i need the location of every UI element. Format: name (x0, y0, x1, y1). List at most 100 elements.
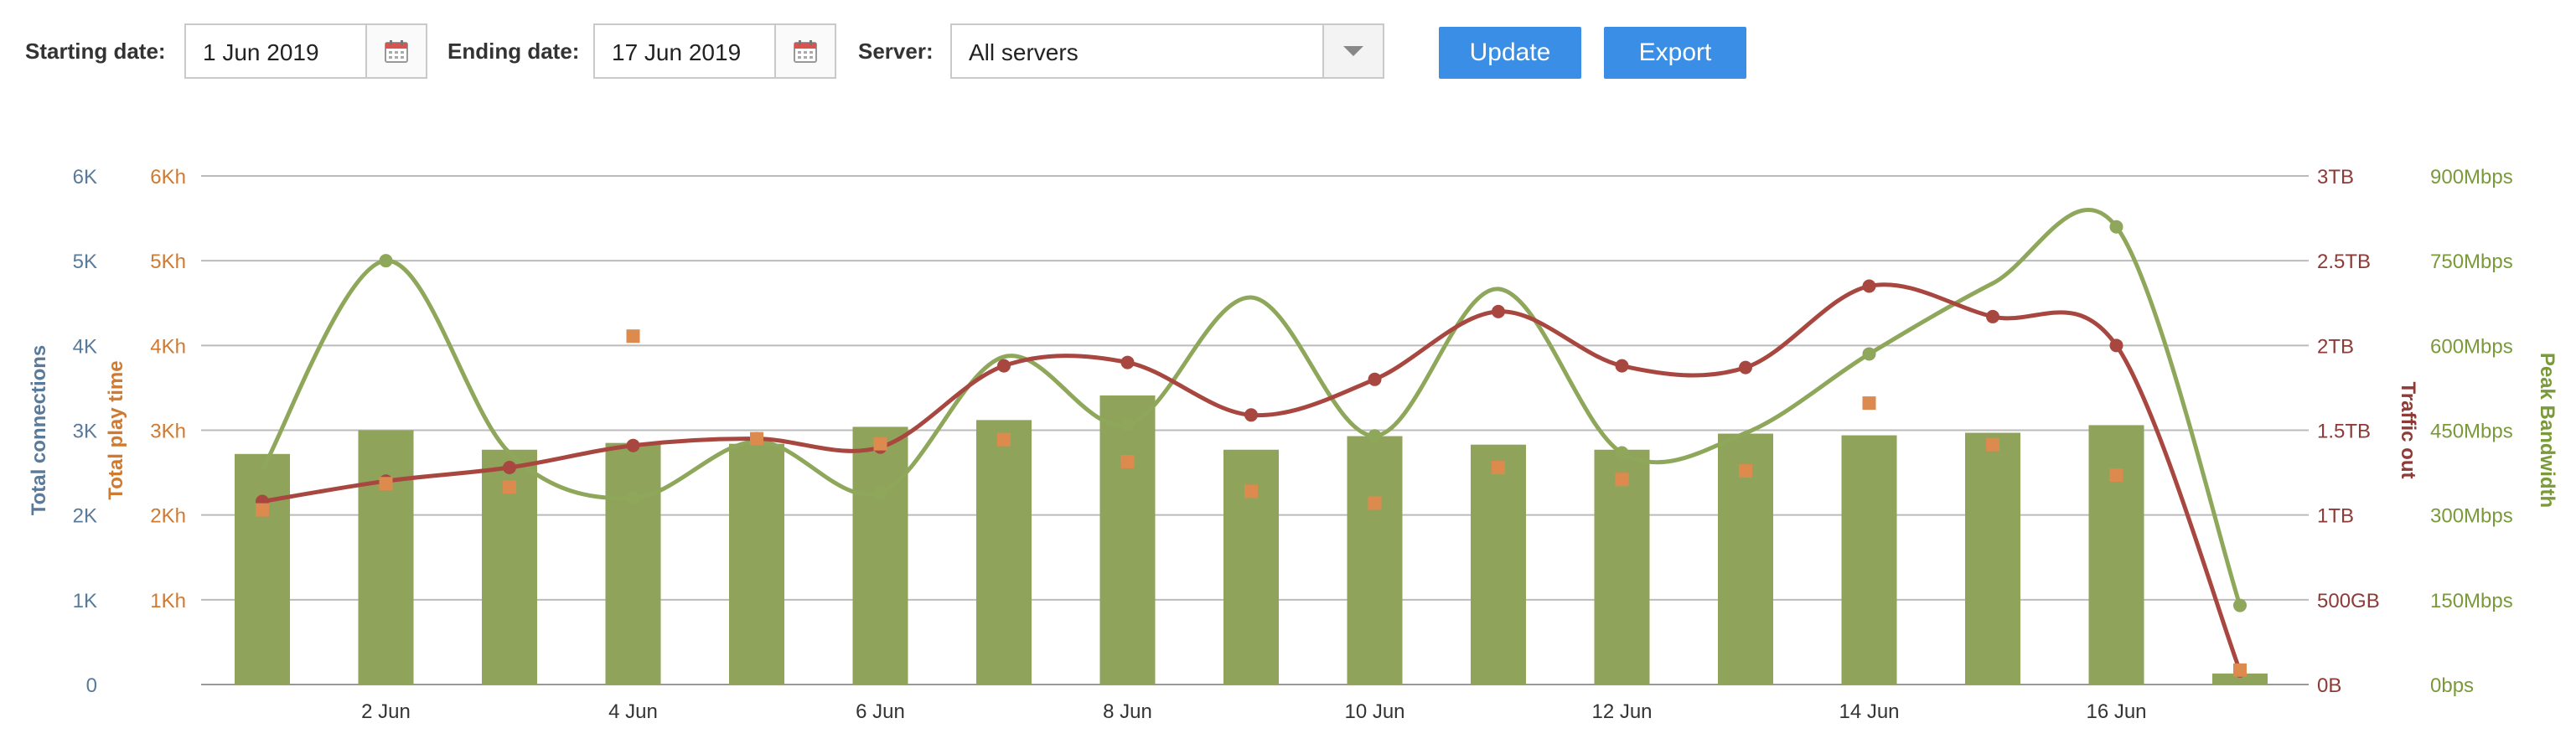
bandwidth-point (1368, 429, 1382, 443)
calendar-icon[interactable] (774, 25, 835, 77)
connections-bar (1965, 432, 2020, 685)
bandwidth-point (2109, 220, 2123, 234)
bandwidth-line (260, 208, 2242, 607)
traffic-tick-label: 1TB (2317, 505, 2354, 528)
connections-bar (1594, 449, 1650, 685)
connections-tick-label: 1K (73, 590, 97, 612)
playtime-point (1120, 454, 1135, 468)
connections-bar (1099, 395, 1156, 685)
traffic-point (626, 438, 640, 452)
starting-date-value: 1 Jun 2019 (203, 39, 319, 65)
playtime-tick-label: 5Kh (150, 251, 186, 273)
bandwidth-point (1120, 417, 1135, 431)
playtime-point (750, 431, 763, 446)
connections-tick-label: 4K (73, 335, 97, 358)
traffic-line (261, 282, 2242, 672)
axes: 0 1K 2K 3K 4K 5K 6K 1Kh 2Kh 3Kh 4Kh 5Kh 6Kh 0B 500GB 1T… (28, 166, 2558, 723)
x-tick-label: 6 Jun (856, 700, 905, 723)
playtime-tick-label: 4Kh (150, 335, 186, 358)
playtime-axis-title: Total play time (105, 360, 127, 499)
connections-bar (605, 442, 661, 685)
traffic-point (1615, 359, 1629, 373)
server-select[interactable]: All servers (950, 23, 1384, 79)
server-label: Server: (858, 39, 934, 64)
connections-bar (2088, 425, 2144, 685)
playtime-point (873, 437, 887, 451)
bandwidth-tick-label: 750Mbps (2430, 251, 2513, 273)
x-tick-label: 16 Jun (2086, 700, 2146, 723)
bandwidth-point (379, 254, 393, 268)
playtime-point (626, 329, 640, 344)
bandwidth-point (2233, 598, 2247, 612)
playtime-point (997, 432, 1011, 447)
traffic-point (997, 359, 1011, 373)
traffic-tick-label: 2.5TB (2317, 251, 2371, 273)
traffic-point (1368, 372, 1382, 386)
playtime-tick-label: 6Kh (150, 166, 186, 189)
traffic-point (2109, 338, 2123, 353)
starting-date-label: Starting date: (25, 39, 166, 64)
connections-bar (976, 420, 1032, 685)
x-tick-label: 2 Jun (361, 700, 411, 723)
bandwidth-axis-title: Peak Bandwidth (2536, 353, 2558, 508)
playtime-points (256, 329, 2247, 677)
bandwidth-tick-label: 450Mbps (2430, 421, 2513, 443)
traffic-tick-label: 1.5TB (2317, 421, 2371, 443)
bandwidth-tick-label: 900Mbps (2430, 166, 2513, 189)
traffic-tick-label: 3TB (2317, 166, 2354, 189)
x-tick-label: 8 Jun (1103, 700, 1152, 723)
connections-bar (1841, 435, 1897, 685)
bandwidth-point (1862, 347, 1876, 361)
ending-date-field[interactable]: 17 Jun 2019 (593, 23, 836, 79)
multi-axis-chart: 0 1K 2K 3K 4K 5K 6K 1Kh 2Kh 3Kh 4Kh 5Kh 6Kh 0B 500GB 1T… (28, 166, 2558, 723)
connections-tick-label: 3K (73, 421, 97, 443)
bandwidth-point (873, 485, 887, 499)
connections-bar (1347, 436, 1403, 685)
playtime-point (256, 503, 269, 517)
bandwidth-point (626, 491, 640, 505)
playtime-point (1986, 437, 1999, 452)
playtime-point (379, 477, 393, 491)
chevron-down-icon[interactable] (1322, 25, 1383, 77)
bandwidth-tick-label: 0bps (2430, 674, 2474, 697)
playtime-point (503, 480, 516, 494)
playtime-tick-label: 2Kh (150, 505, 186, 528)
ending-date-value: 17 Jun 2019 (612, 39, 742, 65)
x-tick-label: 4 Jun (608, 700, 658, 723)
playtime-point (1492, 461, 1505, 475)
connections-bar (729, 443, 784, 685)
traffic-axis-title: Traffic out (2397, 381, 2419, 478)
playtime-point (1862, 396, 1876, 411)
starting-date-field[interactable]: 1 Jun 2019 (184, 23, 427, 79)
traffic-point (1986, 309, 1999, 323)
traffic-tick-label: 2TB (2317, 335, 2354, 358)
bandwidth-point (1615, 446, 1629, 460)
traffic-tick-label: 500GB (2317, 590, 2380, 612)
playtime-point (2233, 663, 2247, 677)
connections-bar (2212, 673, 2268, 685)
bandwidth-tick-label: 150Mbps (2430, 590, 2513, 612)
traffic-point (1244, 408, 1258, 422)
connections-axis-title: Total connections (28, 345, 50, 516)
connections-bar (852, 426, 908, 685)
export-button[interactable]: Export (1604, 27, 1746, 79)
playtime-point (1739, 464, 1752, 478)
calendar-icon[interactable] (365, 25, 426, 77)
playtime-point (2109, 468, 2123, 483)
traffic-point (1739, 360, 1752, 375)
traffic-tick-label: 0B (2317, 674, 2341, 697)
bandwidth-tick-label: 300Mbps (2430, 505, 2513, 528)
connections-bar (235, 453, 290, 685)
connections-tick-label: 5K (73, 251, 97, 273)
connections-tick-label: 6K (73, 166, 97, 189)
playtime-tick-label: 3Kh (150, 421, 186, 443)
server-select-value: All servers (969, 39, 1079, 65)
connections-tick-label: 0 (86, 674, 97, 697)
playtime-point (1368, 496, 1382, 510)
traffic-point (503, 461, 516, 475)
playtime-tick-label: 1Kh (150, 590, 186, 612)
traffic-point (1120, 355, 1135, 369)
connections-bar (358, 430, 414, 685)
x-tick-label: 12 Jun (1591, 700, 1652, 723)
update-button[interactable]: Update (1439, 27, 1581, 79)
